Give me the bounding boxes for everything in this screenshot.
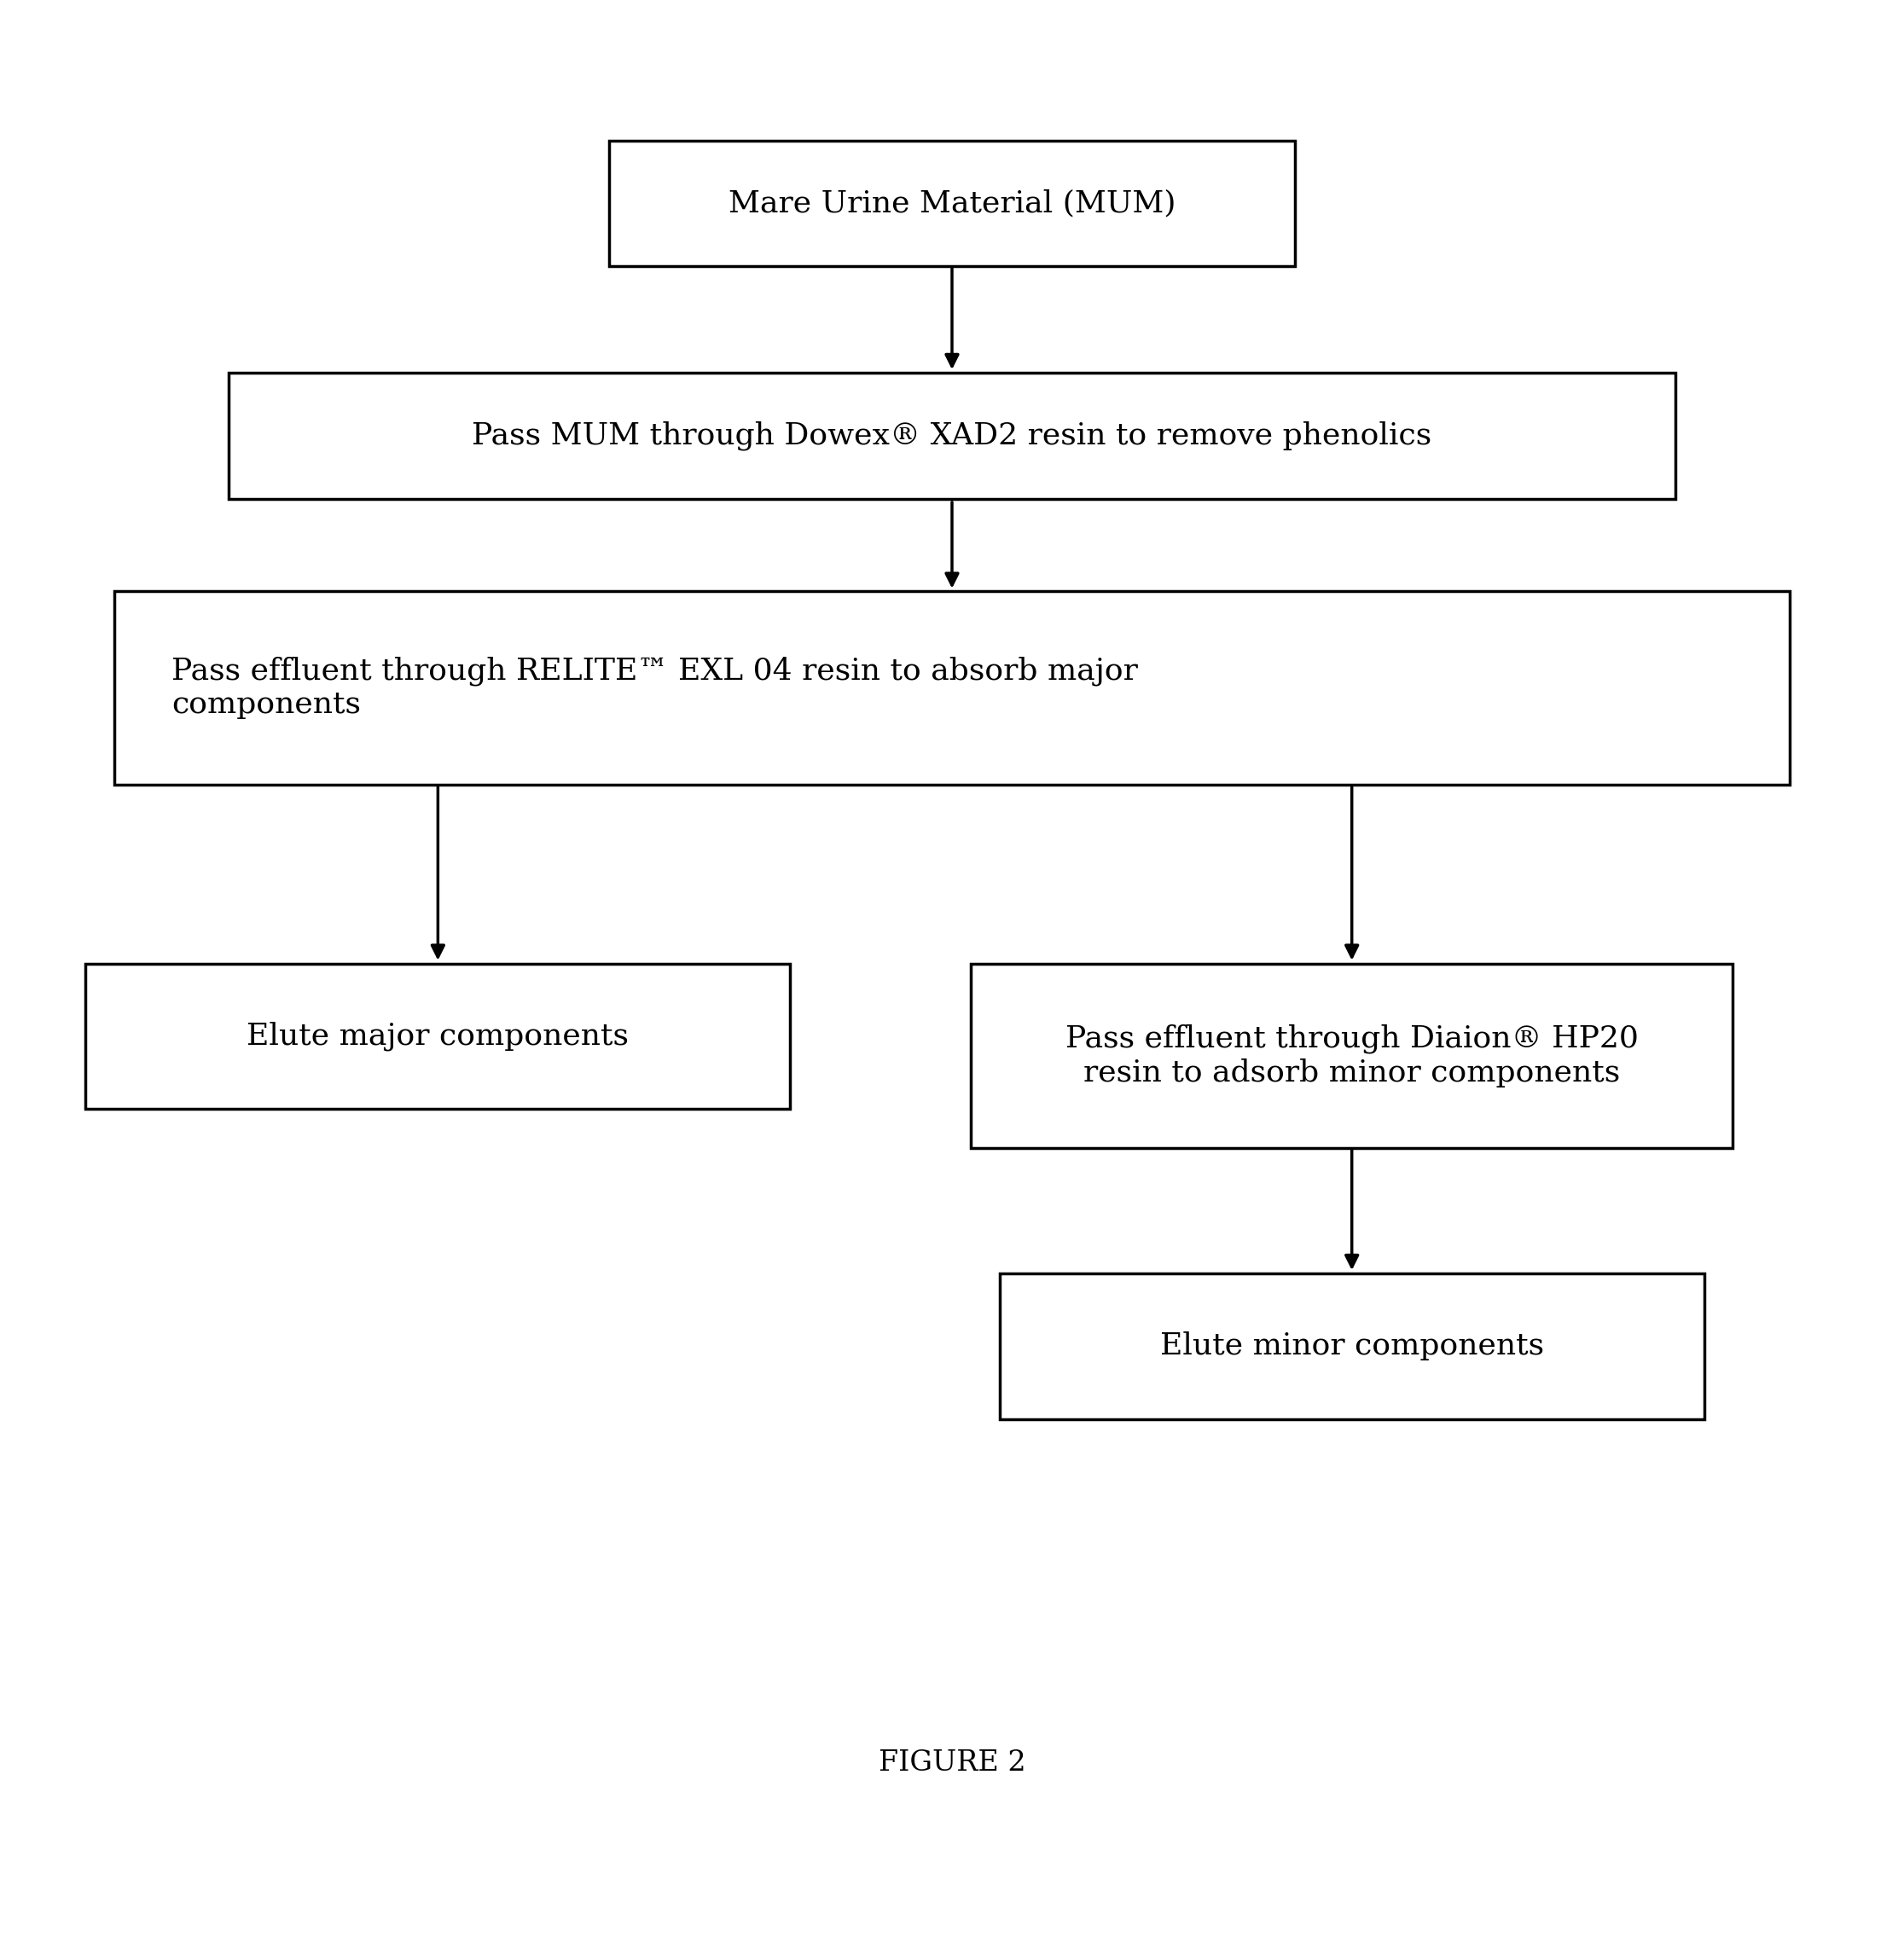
FancyBboxPatch shape	[228, 372, 1676, 498]
FancyBboxPatch shape	[114, 591, 1790, 784]
Text: Pass effluent through RELITE™ EXL 04 resin to absorb major
components: Pass effluent through RELITE™ EXL 04 res…	[171, 657, 1139, 719]
FancyBboxPatch shape	[609, 141, 1295, 265]
FancyBboxPatch shape	[971, 963, 1733, 1147]
Text: Pass effluent through Diaion® HP20
resin to adsorb minor components: Pass effluent through Diaion® HP20 resin…	[1064, 1025, 1639, 1087]
Text: Pass MUM through Dowex® XAD2 resin to remove phenolics: Pass MUM through Dowex® XAD2 resin to re…	[472, 420, 1432, 451]
FancyBboxPatch shape	[86, 963, 790, 1108]
Text: Elute minor components: Elute minor components	[1160, 1333, 1544, 1360]
FancyBboxPatch shape	[1000, 1275, 1704, 1418]
Text: Elute major components: Elute major components	[248, 1021, 628, 1052]
Text: FIGURE 2: FIGURE 2	[878, 1749, 1026, 1776]
Text: Mare Urine Material (MUM): Mare Urine Material (MUM)	[729, 190, 1175, 217]
